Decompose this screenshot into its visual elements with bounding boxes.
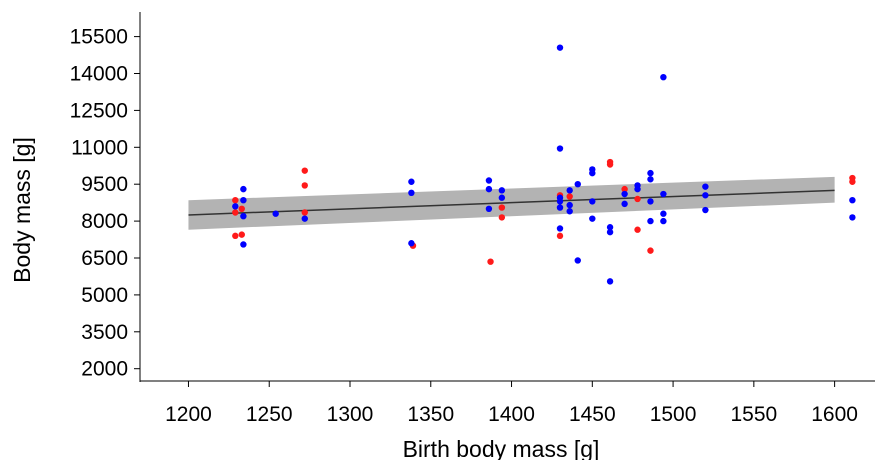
data-point-blue xyxy=(408,189,415,197)
data-point-blue xyxy=(240,196,247,204)
data-point-red xyxy=(487,258,494,265)
data-point-blue xyxy=(240,212,247,220)
data-point-blue xyxy=(556,225,564,232)
data-point-red xyxy=(498,214,506,221)
data-point-red xyxy=(301,167,308,174)
data-point-blue xyxy=(272,210,279,217)
data-point-blue xyxy=(702,183,709,190)
data-point-blue xyxy=(606,224,614,231)
data-point-red xyxy=(849,178,856,185)
x-tick-label: 1550 xyxy=(730,403,777,426)
data-point-blue xyxy=(702,192,709,199)
data-point-blue xyxy=(621,190,628,198)
x-tick-label: 1400 xyxy=(488,403,535,426)
y-tick-label: 12500 xyxy=(70,99,128,122)
data-point-blue xyxy=(566,187,573,194)
data-point-red xyxy=(621,185,628,193)
y-tick-label: 3500 xyxy=(81,321,128,344)
data-point-red xyxy=(647,247,654,254)
data-point-blue xyxy=(566,201,573,209)
data-point-red xyxy=(566,193,573,200)
data-point-red xyxy=(634,195,641,203)
data-point-blue xyxy=(589,215,596,222)
data-point-red xyxy=(238,205,245,212)
data-point-blue xyxy=(849,196,856,204)
data-point-blue xyxy=(660,190,667,198)
y-tick-label: 14000 xyxy=(70,63,128,86)
data-point-blue xyxy=(660,73,667,81)
data-point-blue xyxy=(556,44,564,51)
y-tick-label: 11000 xyxy=(71,136,128,159)
data-point-red xyxy=(606,161,614,168)
data-point-blue xyxy=(702,206,709,214)
data-point-blue xyxy=(408,178,415,185)
x-tick-label: 1200 xyxy=(165,403,212,426)
y-tick-label: 2000 xyxy=(81,358,128,381)
data-point-red xyxy=(232,196,239,204)
tick-labels-layer: 2000 3500 5000 6500 8000 9500 11000 12500 14000 1… xyxy=(70,26,858,426)
data-point-blue xyxy=(556,198,564,205)
data-point-red xyxy=(634,226,641,233)
data-point-blue xyxy=(606,228,614,236)
data-point-blue xyxy=(647,169,654,177)
data-point-blue xyxy=(556,204,564,211)
x-tick-label: 1350 xyxy=(407,403,454,426)
data-point-blue xyxy=(566,208,573,215)
data-point-blue xyxy=(498,194,506,201)
data-point-blue xyxy=(485,185,493,193)
data-point-blue xyxy=(574,257,581,264)
data-point-blue xyxy=(634,185,641,193)
y-tick-label: 9500 xyxy=(81,173,128,196)
data-point-blue xyxy=(589,169,596,177)
data-point-red xyxy=(232,232,239,240)
x-axis-title: Birth body mass [g] xyxy=(403,436,600,460)
y-tick-label: 6500 xyxy=(81,247,128,270)
data-points-layer xyxy=(232,44,856,285)
data-point-blue xyxy=(485,205,493,212)
y-tick-label: 15500 xyxy=(70,26,128,49)
data-point-blue xyxy=(408,240,415,247)
data-point-blue xyxy=(647,176,654,183)
data-point-blue xyxy=(660,210,667,217)
data-point-blue xyxy=(240,185,247,193)
data-point-red xyxy=(301,182,308,189)
axes-layer xyxy=(134,12,875,387)
regression-line-layer xyxy=(188,189,835,216)
y-axis-title: Body mass [g] xyxy=(9,137,35,283)
data-point-blue xyxy=(485,177,493,184)
data-point-red xyxy=(556,232,564,240)
data-point-blue xyxy=(621,200,628,208)
x-tick-label: 1300 xyxy=(327,403,374,426)
data-point-blue xyxy=(647,198,654,205)
data-point-blue xyxy=(606,278,614,285)
data-point-red xyxy=(301,209,308,216)
x-tick-label: 1450 xyxy=(569,403,616,426)
x-tick-label: 1600 xyxy=(811,403,858,426)
x-tick-label: 1500 xyxy=(650,403,697,426)
y-tick-label: 5000 xyxy=(81,284,128,307)
regression-line xyxy=(188,189,835,216)
data-point-blue xyxy=(232,203,239,210)
data-point-blue xyxy=(589,198,596,205)
data-point-red xyxy=(232,209,239,216)
data-point-blue xyxy=(240,241,247,248)
x-tick-label: 1250 xyxy=(246,403,293,426)
data-point-blue xyxy=(498,187,506,194)
data-point-blue xyxy=(574,181,581,188)
data-point-blue xyxy=(849,214,856,221)
data-point-red xyxy=(498,204,506,211)
data-point-blue xyxy=(301,215,308,222)
data-point-blue xyxy=(556,145,564,152)
y-tick-label: 8000 xyxy=(81,210,128,233)
data-point-blue xyxy=(647,217,654,225)
data-point-blue xyxy=(660,217,667,225)
data-point-red xyxy=(238,231,245,238)
